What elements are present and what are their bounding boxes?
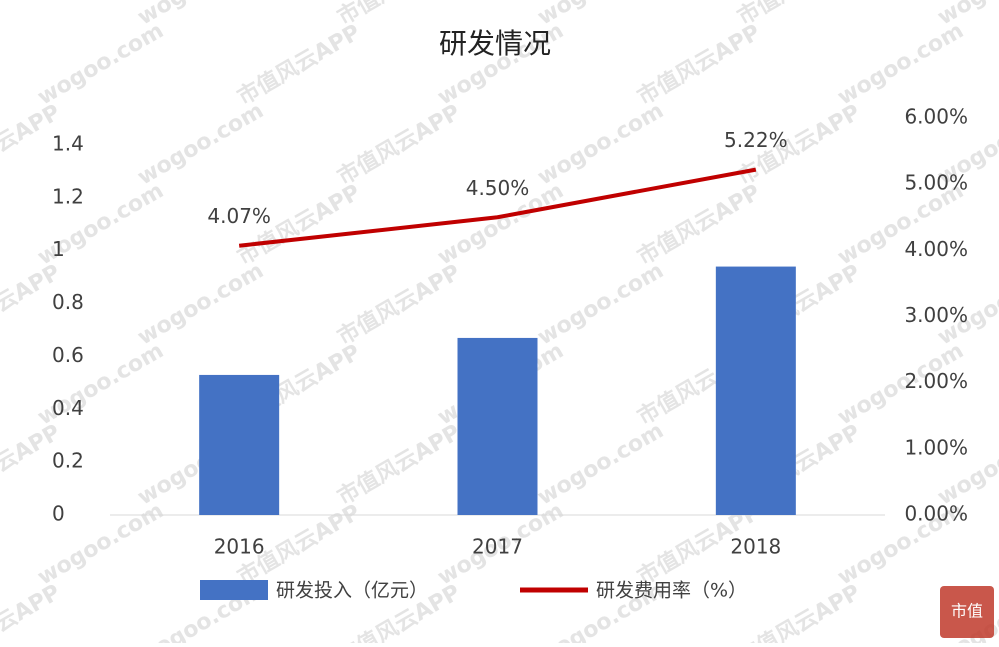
y2-tick-label: 1.00% (904, 435, 968, 459)
x-tick-label: 2016 (214, 535, 265, 559)
legend-label: 研发投入（亿元） (276, 580, 428, 602)
data-label: 5.22% (724, 128, 788, 152)
bar (716, 267, 796, 515)
logo-text: 市值 (951, 602, 983, 621)
y2-tick-label: 2.00% (904, 369, 968, 393)
data-label: 4.50% (466, 176, 530, 200)
y2-tick-label: 5.00% (904, 171, 968, 195)
y-tick-label: 1 (52, 237, 65, 261)
legend-label: 研发费用率（%） (596, 580, 747, 602)
x-tick-label: 2018 (730, 535, 781, 559)
bar (199, 375, 279, 515)
y-tick-label: 1.2 (52, 184, 84, 208)
y2-tick-label: 0.00% (904, 502, 968, 526)
x-tick-label: 2017 (472, 535, 523, 559)
y-tick-label: 0.4 (52, 396, 84, 420)
legend-swatch (200, 580, 268, 600)
data-label: 4.07% (207, 204, 271, 228)
y-tick-label: 0.8 (52, 290, 84, 314)
y-tick-label: 1.4 (52, 132, 84, 156)
y-tick-label: 0.6 (52, 343, 84, 367)
y2-tick-label: 3.00% (904, 303, 968, 327)
y2-tick-label: 4.00% (904, 237, 968, 261)
bar (458, 338, 538, 515)
chart-title: 研发情况 (439, 27, 551, 60)
y-tick-label: 0.2 (52, 449, 84, 473)
y2-tick-label: 6.00% (904, 105, 968, 129)
y-tick-label: 0 (52, 502, 65, 526)
logo: 市值 (940, 586, 994, 638)
